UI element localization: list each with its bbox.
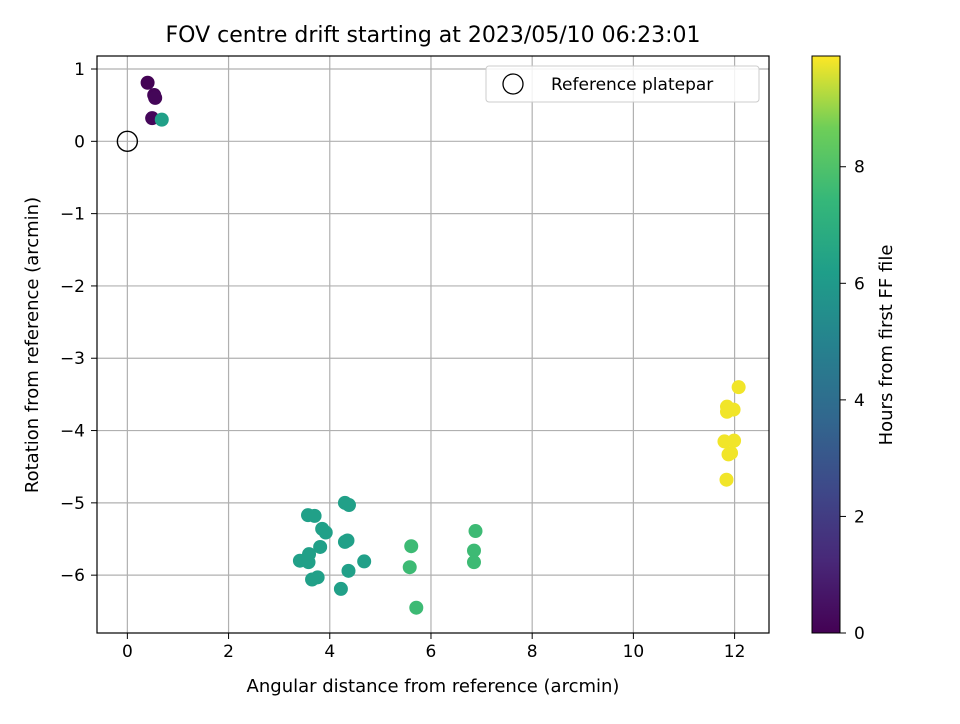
legend-box [485,65,760,103]
y-tick-label: −6 [60,566,85,586]
data-point [148,90,163,105]
data-point [468,524,483,539]
data-point [404,539,419,554]
data-point [466,543,481,558]
x-tick-label: 8 [527,642,538,662]
y-tick-label: 1 [74,60,85,80]
y-tick-label: 0 [74,132,85,152]
data-point [340,533,355,548]
data-point [724,445,739,460]
y-tick-label: −3 [60,349,85,369]
y-tick-label: −5 [60,494,85,514]
x-tick-label: 0 [122,642,133,662]
x-tick-label: 10 [623,642,645,662]
chart-title: FOV centre drift starting at 2023/05/10 … [166,23,701,48]
x-tick-label: 12 [724,642,746,662]
data-point [409,600,424,615]
data-point [333,581,348,596]
x-tick-label: 2 [223,642,234,662]
reference-marker [116,130,139,153]
data-point [140,75,155,90]
x-axis-label: Angular distance from reference (arcmin) [247,676,620,697]
colorbar-tick-label: 0 [854,624,865,644]
data-point [719,472,734,487]
data-point [313,539,328,554]
grid-lines [97,56,769,633]
y-axis-label: Rotation from reference (arcmin) [22,197,43,493]
data-point [307,508,322,523]
x-axis-ticks: 0 2 4 6 8 10 12 [122,633,745,662]
data-point [727,433,742,448]
colorbar-tick-label: 8 [854,158,865,178]
reference-point [116,130,139,153]
colorbar-gradient [811,55,841,634]
colorbar: 0 2 4 6 8 Hours from first FF file [811,55,897,644]
y-tick-label: −1 [60,205,85,225]
data-point [342,498,356,513]
x-tick-label: 4 [324,642,335,662]
data-point [466,555,481,570]
x-tick-label: 6 [426,642,437,662]
colorbar-tick-label: 6 [854,274,865,294]
y-axis-ticks: 1 0 −1 −2 −3 −4 −5 −6 [60,60,97,586]
data-point [318,525,333,540]
y-tick-label: −2 [60,277,85,297]
plot-frame [96,55,770,634]
colorbar-ticks: 0 2 4 6 8 [840,158,865,644]
y-tick-label: −4 [60,422,85,442]
data-point [402,560,417,575]
data-point [305,572,320,587]
data-point [341,563,356,578]
legend-label: Reference platepar [551,75,713,95]
data-point [357,554,372,569]
colorbar-label: Hours from first FF file [876,245,897,446]
colorbar-tick-label: 4 [854,391,865,411]
plot-area [97,56,769,633]
data-point [726,402,741,417]
data-point [731,380,746,395]
legend: Reference platepar [485,65,760,103]
legend-marker-icon [502,73,524,95]
data-point [154,112,169,127]
colorbar-tick-label: 2 [854,507,865,527]
data-point [301,555,316,570]
data-points [140,75,746,615]
